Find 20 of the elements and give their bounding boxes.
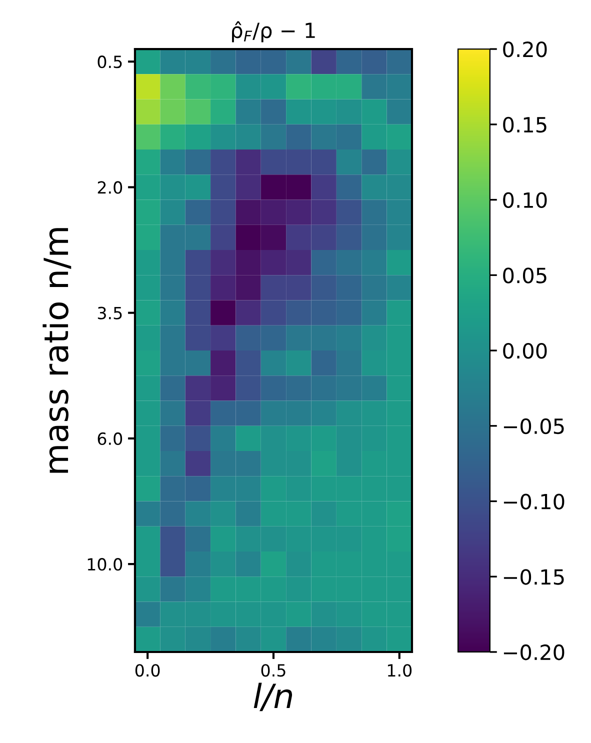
x-tick-label: 0.5 [261, 664, 286, 677]
color-bar-label: 0.20 [503, 41, 547, 58]
x-tick-label: 0.0 [135, 664, 160, 677]
y-axis-title: mass ratio n/m [42, 228, 72, 473]
chart-title: ρ̂$_{F}$/ρ − 1 [232, 21, 315, 42]
y-tick-label: 2.0 [98, 181, 122, 194]
color-bar-label: −0.05 [504, 418, 564, 434]
color-bar-label: −0.10 [504, 494, 564, 510]
color-bar-label: 0.00 [503, 342, 547, 359]
x-axis-title: l/n [254, 682, 292, 712]
color-bar-label: 0.10 [503, 192, 547, 208]
y-tick-label: 3.5 [98, 306, 122, 320]
color-bar-label: −0.15 [504, 569, 564, 585]
color-bar-label: −0.20 [504, 644, 564, 660]
y-tick-label: 0.5 [98, 56, 122, 68]
y-tick-label: 10.0 [88, 558, 122, 571]
color-bar-label: 0.05 [503, 268, 546, 284]
x-tick-label: 1.0 [388, 664, 412, 677]
color-bar-label: 0.15 [503, 116, 546, 133]
y-tick-label: 6.0 [98, 432, 122, 446]
